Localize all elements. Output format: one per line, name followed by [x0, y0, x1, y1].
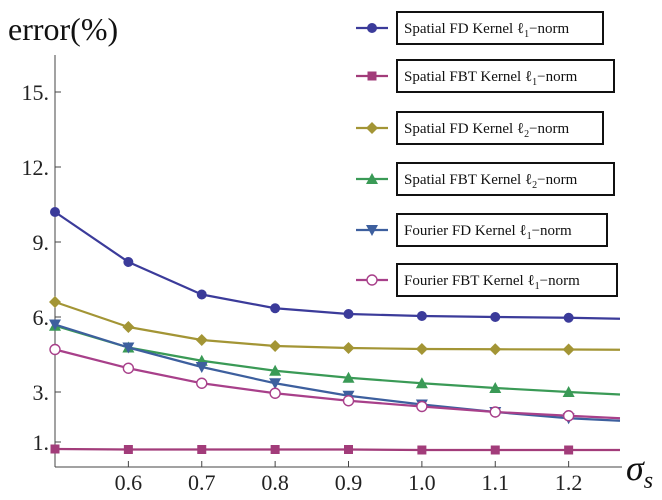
- x-tick-label: 1.1: [482, 470, 510, 495]
- legend-label: Spatial FD Kernel ℓ1−norm: [404, 21, 570, 40]
- data-point: [269, 364, 282, 376]
- legend-box: [396, 263, 618, 297]
- legend-box: [396, 59, 615, 93]
- data-point: [344, 445, 354, 454]
- legend-box: [396, 11, 604, 45]
- legend: Spatial FD Kernel ℓ1−norm Spatial FBT Ker…: [356, 11, 618, 297]
- data-point: [489, 406, 501, 418]
- data-point: [415, 377, 428, 389]
- data-point: [269, 387, 281, 399]
- legend-marker: [366, 225, 378, 236]
- data-point: [269, 340, 282, 352]
- legend-box: [396, 111, 604, 145]
- data-point: [562, 410, 575, 422]
- x-tick-label: 0.8: [261, 470, 289, 495]
- x-tick-label: 1.2: [555, 470, 583, 495]
- data-point: [122, 362, 135, 374]
- data-point: [122, 342, 135, 354]
- y-axis-title: error(%): [8, 11, 118, 47]
- data-point: [195, 334, 208, 346]
- legend-marker: [367, 23, 377, 33]
- series-4: [49, 319, 621, 425]
- series-2: [49, 296, 621, 356]
- legend-label: Spatial FBT Kernel ℓ1−norm: [404, 69, 578, 88]
- legend-label: Spatial FBT Kernel ℓ2−norm: [404, 172, 578, 191]
- x-axis-title: σs: [626, 448, 653, 494]
- legend-box: [396, 213, 608, 247]
- legend-entry: Spatial FD Kernel ℓ1−norm: [356, 11, 604, 45]
- series-line: [54, 348, 621, 420]
- data-point: [342, 342, 355, 354]
- data-point: [195, 362, 208, 373]
- y-tick-label: 12.: [22, 155, 50, 180]
- data-point: [196, 289, 207, 300]
- data-point: [123, 257, 134, 267]
- legend-marker: [366, 173, 378, 184]
- legend-marker: [367, 71, 377, 81]
- data-point: [489, 343, 502, 356]
- data-point: [562, 343, 575, 356]
- data-point: [49, 343, 61, 356]
- x-tick-label: 0.6: [115, 470, 143, 495]
- data-point: [269, 378, 282, 390]
- legend-entry: Spatial FBT Kernel ℓ1−norm: [356, 59, 615, 93]
- data-point: [564, 445, 574, 455]
- data-point: [270, 445, 280, 454]
- legend-label: Fourier FBT Kernel ℓ1−norm: [404, 273, 580, 292]
- data-point: [122, 321, 135, 333]
- axes: 1. 3. 6. 9. 12. 15. 0.6 0.7 0.8 0.9 1.0 1.1 1.2 error…: [8, 11, 653, 495]
- y-tick-label: 1.: [33, 430, 50, 455]
- series-0: [50, 207, 621, 323]
- series-line: [54, 324, 621, 396]
- x-tick-label: 0.9: [335, 470, 363, 495]
- data-point: [123, 445, 133, 454]
- legend-marker: [366, 122, 378, 134]
- data-point: [416, 311, 427, 321]
- y-tick-label: 9.: [33, 230, 50, 255]
- series-line: [54, 323, 621, 422]
- data-point: [196, 377, 208, 389]
- data-point: [342, 371, 355, 383]
- data-point: [342, 395, 355, 407]
- data-point: [197, 445, 207, 454]
- data-point: [490, 445, 500, 455]
- legend-box: [396, 162, 615, 196]
- data-point: [563, 312, 574, 323]
- legend-entry: Fourier FBT Kernel ℓ1−norm: [356, 263, 618, 297]
- legend-entry: Fourier FD Kernel ℓ1−norm: [356, 213, 608, 247]
- series-line: [54, 447, 620, 452]
- series-5: [49, 343, 621, 422]
- x-tick-label: 1.0: [408, 470, 436, 495]
- legend-marker: [366, 274, 378, 286]
- data-point: [343, 309, 354, 319]
- y-tick-label: 6.: [33, 305, 50, 330]
- data-point: [49, 319, 61, 331]
- data-point: [50, 207, 60, 217]
- data-point: [49, 296, 61, 308]
- series-3: [49, 319, 621, 397]
- data-point: [50, 444, 60, 454]
- legend-label: Spatial FD Kernel ℓ2−norm: [404, 121, 570, 140]
- series-line: [54, 300, 621, 351]
- data-point: [417, 445, 427, 455]
- series-layer: [49, 207, 621, 455]
- legend-entry: Spatial FBT Kernel ℓ2−norm: [356, 162, 615, 196]
- data-point: [562, 386, 575, 397]
- legend-entry: Spatial FD Kernel ℓ2−norm: [356, 111, 604, 145]
- data-point: [415, 343, 428, 355]
- legend-label: Fourier FD Kernel ℓ1−norm: [404, 223, 572, 242]
- y-tick-label: 15.: [22, 80, 50, 105]
- series-1: [50, 444, 620, 455]
- x-tick-label: 0.7: [188, 470, 216, 495]
- data-point: [489, 382, 502, 393]
- data-point: [270, 303, 281, 314]
- data-point: [490, 312, 501, 322]
- y-tick-label: 3.: [33, 380, 50, 405]
- data-point: [416, 400, 428, 413]
